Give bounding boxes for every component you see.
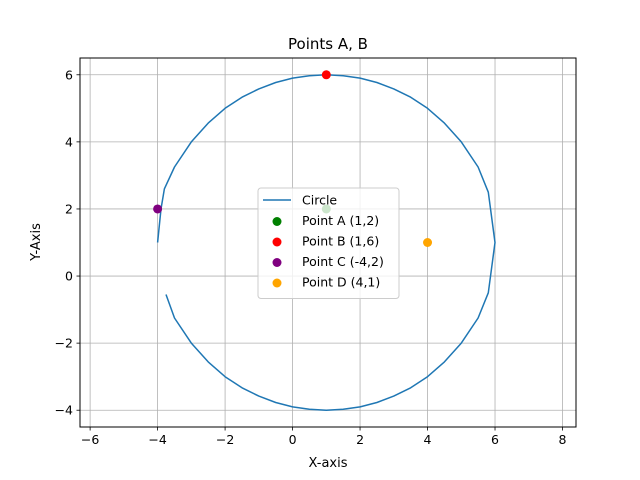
data-point	[153, 204, 163, 214]
circle-line	[156, 74, 496, 411]
y-tick-label: −2	[55, 336, 73, 351]
legend: Circle Point A (1,2) Point B (1,6) Point C …	[257, 187, 400, 299]
y-tick-label: 4	[65, 134, 73, 149]
y-tick-label: 0	[65, 269, 73, 284]
x-tick-label: −6	[81, 432, 99, 447]
data-point	[321, 70, 331, 80]
legend-label: Point D (4,1)	[302, 275, 380, 290]
legend-label: Point C (-4,2)	[302, 254, 384, 269]
legend-label: Point A (1,2)	[302, 213, 379, 228]
y-axis-label: Y-Axis	[29, 223, 44, 262]
x-tick-label: −4	[148, 432, 166, 447]
legend-box	[257, 187, 400, 299]
ticks: −6 −4 −2 0 2 4 6 8 −4 −2 0 2 4 6	[55, 67, 567, 447]
legend-label: Circle	[302, 193, 337, 208]
legend-label: Point B (1,6)	[302, 234, 379, 249]
y-tick-label: 2	[65, 201, 73, 216]
legend-point-marker	[272, 258, 282, 267]
legend-point-marker	[272, 217, 282, 226]
x-tick-label: 8	[559, 432, 567, 447]
y-tick-label: 6	[65, 67, 73, 82]
chart-title: Points A, B	[288, 35, 368, 53]
axes-frame	[79, 57, 577, 428]
x-axis-label: X-axis	[309, 456, 348, 471]
legend-point-marker	[272, 278, 282, 288]
x-tick-label: −2	[216, 432, 234, 447]
x-tick-label: 0	[289, 432, 297, 447]
x-tick-label: 4	[424, 432, 432, 447]
x-tick-label: 2	[356, 432, 364, 447]
y-tick-label: −4	[55, 403, 73, 418]
legend-point-marker	[272, 237, 282, 247]
x-tick-label: 6	[491, 432, 499, 447]
data-point	[423, 238, 433, 247]
